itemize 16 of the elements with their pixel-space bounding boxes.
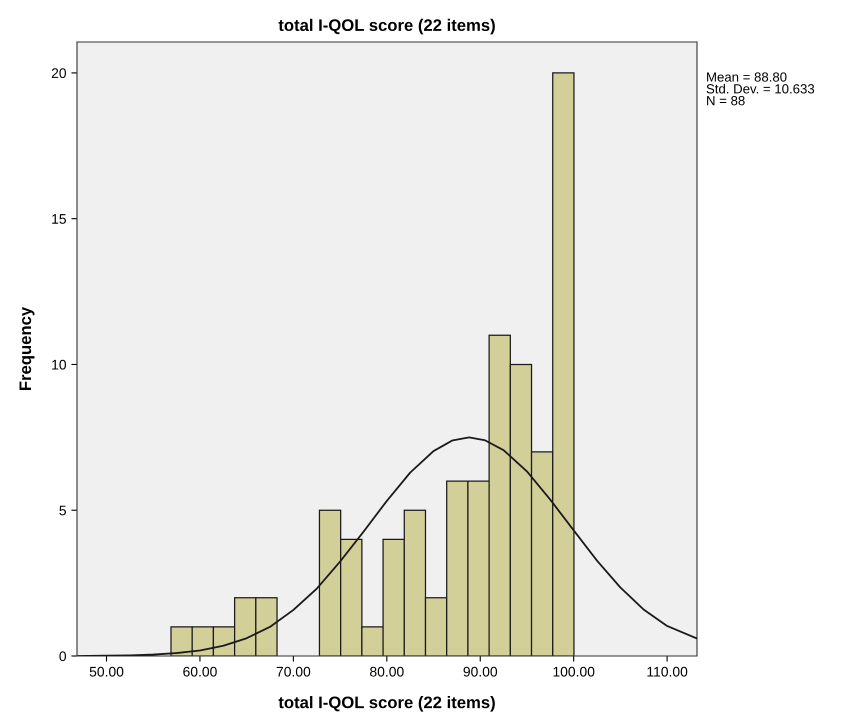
x-tick-label: 80.00 xyxy=(370,666,404,677)
y-tick-label: 15 xyxy=(52,214,66,224)
chart-title: total I-QOL score (22 items) xyxy=(278,18,495,34)
x-tick-label: 60.00 xyxy=(183,666,217,677)
x-tick-label: 110.00 xyxy=(647,666,688,677)
x-tick-label: 70.00 xyxy=(276,666,310,677)
y-tick-label: 20 xyxy=(52,68,66,78)
x-axis-title: total I-QOL score (22 items) xyxy=(278,696,495,712)
y-tick-label: 0 xyxy=(59,651,66,662)
x-tick-label: 100.00 xyxy=(553,666,594,677)
text: Mean = 88.80 Std. Dev. = 10.633 N = 88 xyxy=(706,72,814,106)
y-axis-title: Frequency xyxy=(20,306,34,390)
x-tick-label: 90.00 xyxy=(464,666,498,677)
y-tick-label: 5 xyxy=(59,506,66,516)
y-tick-label: 10 xyxy=(52,360,66,370)
x-tick-label: 50.00 xyxy=(90,666,124,677)
